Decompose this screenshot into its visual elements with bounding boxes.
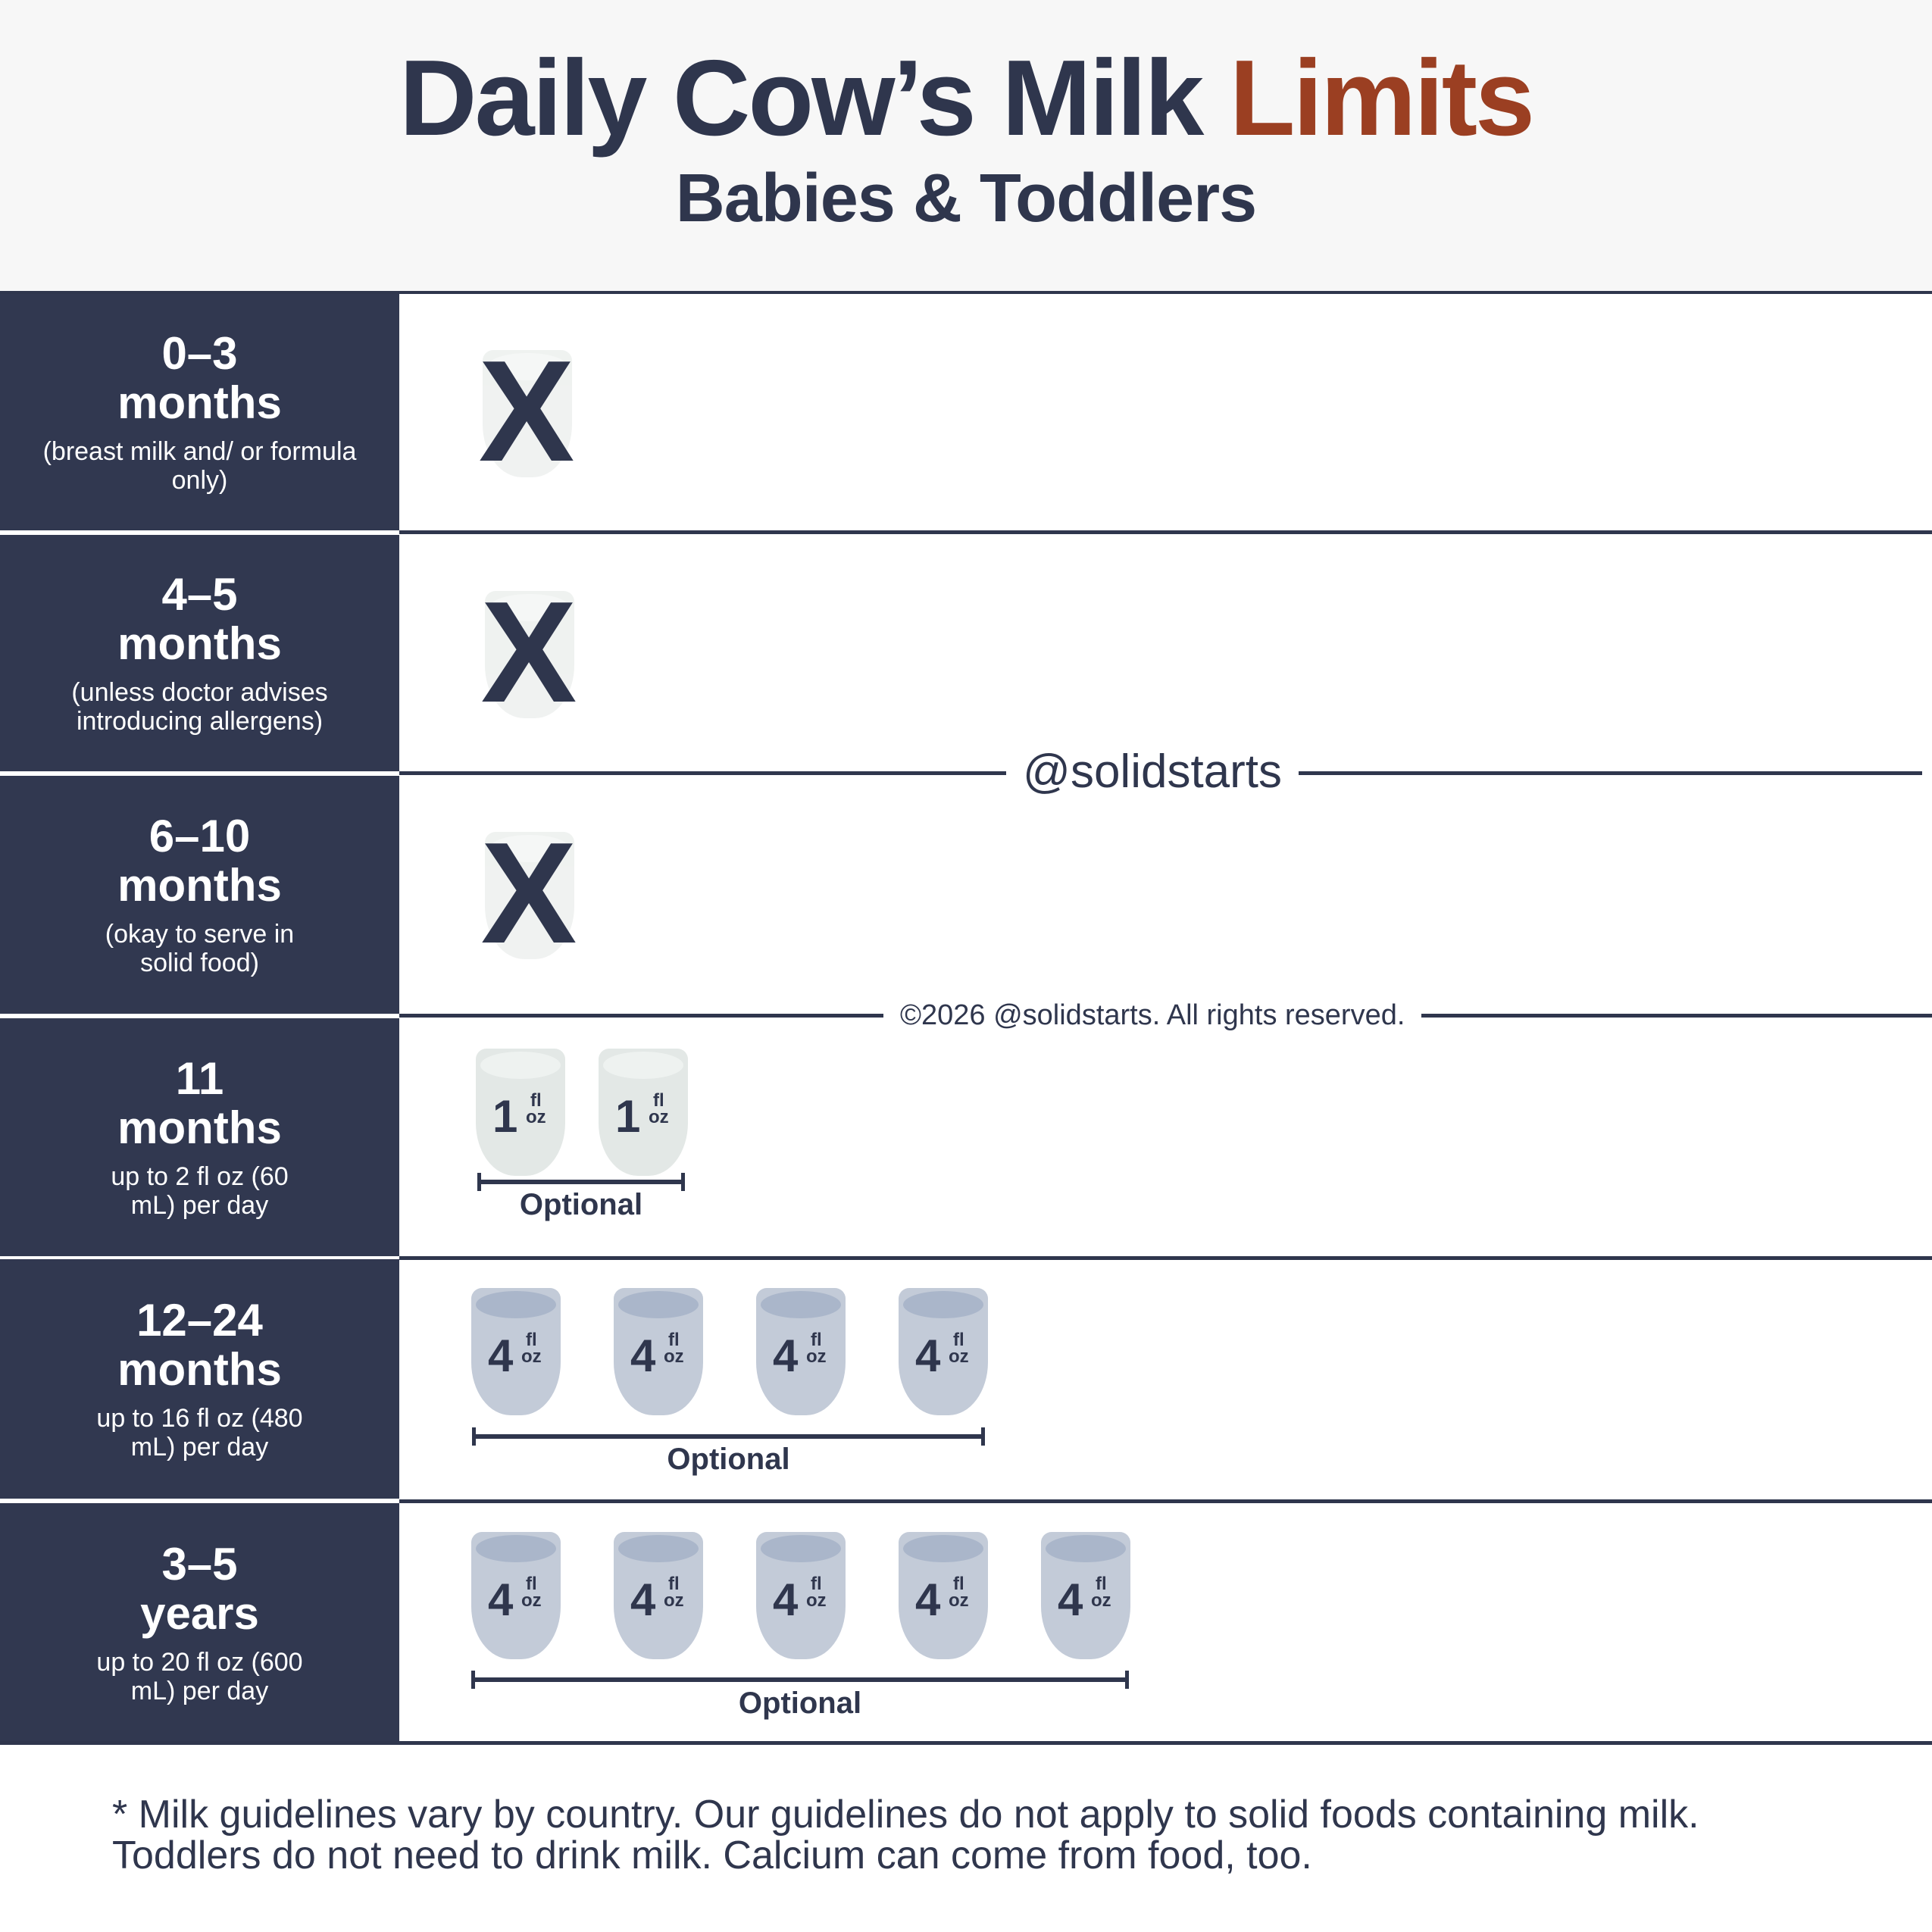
optional-bracket xyxy=(472,1427,985,1446)
row-divider xyxy=(399,1256,1932,1260)
cup-4oz-icon: 4 fl oz xyxy=(614,1288,703,1415)
cup-size: 4 xyxy=(1058,1574,1083,1625)
row-label-11-months: 11 months up to 2 fl oz (60 mL) per day xyxy=(0,1018,399,1256)
cup-unit: fl oz xyxy=(521,1330,542,1367)
age-note: (breast milk and/ or formula only) xyxy=(42,437,357,495)
watermark-handle: @solidstarts xyxy=(1006,746,1299,799)
cup-size: 4 xyxy=(915,1330,941,1381)
table-bottom-border xyxy=(0,1741,1932,1745)
age-note: up to 2 fl oz (60 mL) per day xyxy=(111,1162,289,1220)
row-label-12-24-months: 12–24 months up to 16 fl oz (480 mL) per… xyxy=(0,1259,399,1499)
cup-size: 4 xyxy=(773,1330,799,1381)
title-accent: Limits xyxy=(1229,38,1535,158)
optional-label: Optional xyxy=(667,1443,790,1476)
optional-bracket xyxy=(471,1671,1129,1689)
cup-size: 4 xyxy=(488,1574,514,1625)
watermark-copyright: ©2026 @solidstarts. All rights reserved. xyxy=(883,999,1422,1032)
age-range: 0–3 xyxy=(161,328,238,379)
age-note: (unless doctor advises introducing aller… xyxy=(71,678,328,736)
footer-line-2: Toddlers do not need to drink milk. Calc… xyxy=(112,1834,1312,1877)
optional-bracket xyxy=(477,1173,685,1191)
cup-icon xyxy=(483,350,572,477)
cup-unit: fl oz xyxy=(806,1574,827,1611)
page-subtitle: Babies & Toddlers xyxy=(675,161,1258,236)
title-main: Daily Cow’s Milk xyxy=(399,38,1230,158)
cup-4oz-icon: 4 fl oz xyxy=(471,1288,561,1415)
footer-line-1: * Milk guidelines vary by country. Our g… xyxy=(112,1793,1699,1837)
cup-4oz-icon: 4 fl oz xyxy=(471,1532,561,1659)
cup-4oz-icon: 4 fl oz xyxy=(899,1532,988,1659)
age-range: 11 xyxy=(175,1053,224,1104)
row-label-3-5-years: 3–5 years up to 20 fl oz (600 mL) per da… xyxy=(0,1503,399,1743)
cup-4oz-icon: 4 fl oz xyxy=(614,1532,703,1659)
row-divider xyxy=(399,530,1932,534)
optional-label: Optional xyxy=(738,1687,862,1720)
page-title: Daily Cow’s Milk Limits xyxy=(0,42,1932,155)
age-range: 3–5 xyxy=(161,1539,238,1590)
optional-label: Optional xyxy=(519,1188,643,1221)
cup-unit: fl oz xyxy=(521,1574,542,1611)
age-unit: months xyxy=(117,1344,282,1395)
age-range: 4–5 xyxy=(161,569,238,620)
cup-size: 4 xyxy=(630,1330,656,1381)
age-note: up to 20 fl oz (600 mL) per day xyxy=(96,1648,303,1705)
cup-4oz-icon: 4 fl oz xyxy=(899,1288,988,1415)
cup-unit: fl oz xyxy=(1091,1574,1111,1611)
cup-4oz-icon: 4 fl oz xyxy=(756,1288,846,1415)
row-label-6-10-months: 6–10 months (okay to serve in solid food… xyxy=(0,776,399,1014)
x-mark-icon: X xyxy=(478,331,575,492)
cup-size: 4 xyxy=(915,1574,941,1625)
cup-unit: fl oz xyxy=(949,1574,969,1611)
cup-icon xyxy=(485,591,574,718)
cup-icon xyxy=(485,832,574,959)
header-divider xyxy=(0,291,1932,294)
row-label-4-5-months: 4–5 months (unless doctor advises introd… xyxy=(0,535,399,771)
cup-unit: fl oz xyxy=(664,1574,684,1611)
x-mark-icon: X xyxy=(480,572,577,733)
cup-size: 4 xyxy=(488,1330,514,1381)
cup-size: 4 xyxy=(773,1574,799,1625)
cup-1oz-icon: 1 fl oz xyxy=(599,1049,688,1176)
cup-size: 4 xyxy=(630,1574,656,1625)
row-divider xyxy=(399,1499,1932,1503)
age-unit: months xyxy=(117,377,282,428)
row-label-0-3-months: 0–3 months (breast milk and/ or formula … xyxy=(0,294,399,530)
cup-size: 1 xyxy=(615,1091,641,1142)
cup-unit: fl oz xyxy=(649,1090,669,1127)
age-unit: months xyxy=(117,618,282,669)
cup-unit: fl oz xyxy=(664,1330,684,1367)
age-unit: months xyxy=(117,860,282,911)
footer-disclaimer: * Milk guidelines vary by country. Our g… xyxy=(112,1794,1855,1876)
cup-4oz-icon: 4 fl oz xyxy=(756,1532,846,1659)
age-unit: months xyxy=(117,1102,282,1153)
header: Daily Cow’s Milk Limits Babies & Toddler… xyxy=(0,0,1932,291)
age-note: up to 16 fl oz (480 mL) per day xyxy=(96,1404,303,1462)
age-range: 6–10 xyxy=(148,811,251,861)
cup-1oz-icon: 1 fl oz xyxy=(476,1049,565,1176)
cup-size: 1 xyxy=(492,1091,518,1142)
cup-unit: fl oz xyxy=(526,1090,546,1127)
cup-4oz-icon: 4 fl oz xyxy=(1041,1532,1130,1659)
age-range: 12–24 xyxy=(136,1295,263,1346)
age-note: (okay to serve in solid food) xyxy=(105,920,295,977)
cup-unit: fl oz xyxy=(806,1330,827,1367)
cup-unit: fl oz xyxy=(949,1330,969,1367)
x-mark-icon: X xyxy=(480,813,577,974)
age-unit: years xyxy=(140,1588,259,1639)
